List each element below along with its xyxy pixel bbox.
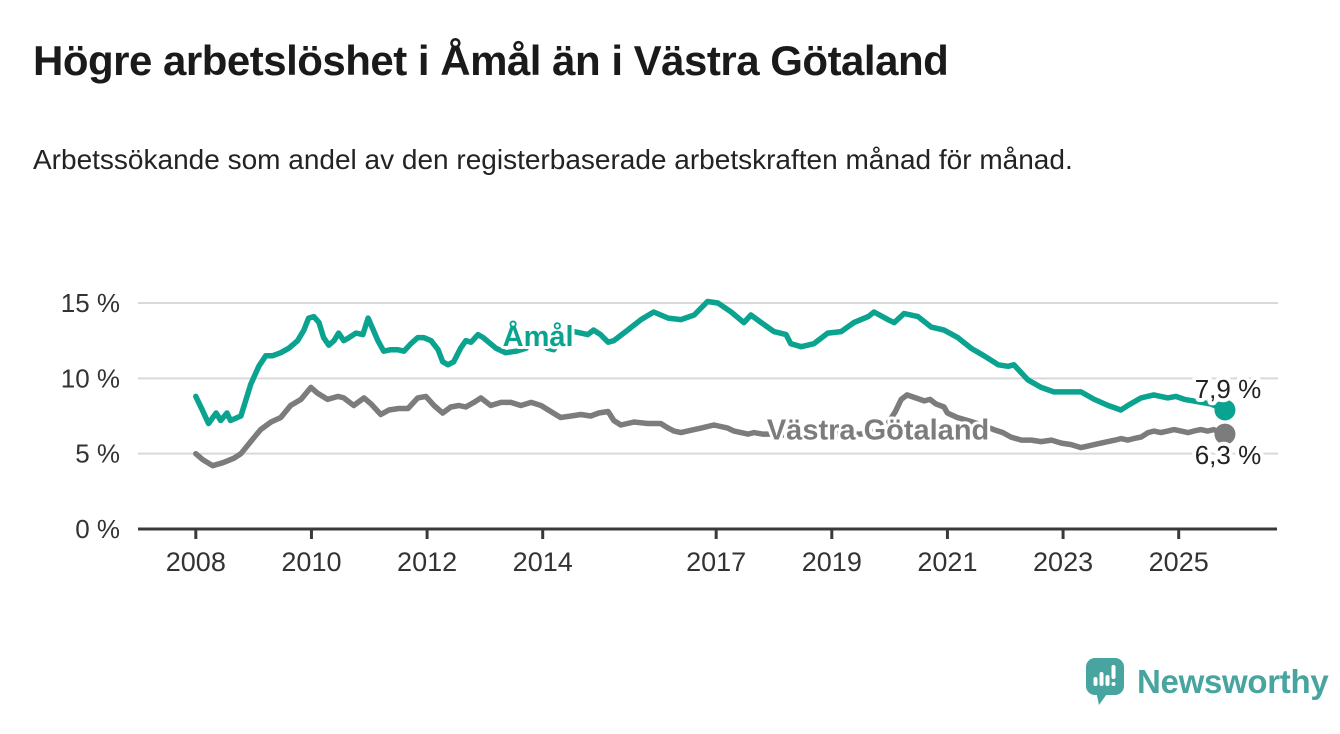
series-end-dot-vastra-gotaland [1214, 423, 1236, 445]
end-value-label-amal: 7,9 % [1195, 374, 1262, 404]
series-line-amal [193, 298, 1228, 427]
x-axis-label-2025: 2025 [1149, 547, 1209, 577]
newsworthy-logo-text: Newsworthy [1137, 663, 1329, 700]
x-axis-label-2010: 2010 [281, 547, 341, 577]
y-axis-label-0: 0 % [75, 514, 120, 544]
x-axis-label-2014: 2014 [513, 547, 573, 577]
series-label-amal: Åmål [503, 320, 574, 353]
x-axis-label-2012: 2012 [397, 547, 457, 577]
y-axis-label-15: 15 % [61, 288, 120, 318]
series-line-vastra-gotaland [193, 384, 1228, 469]
x-axis-label-2021: 2021 [917, 547, 977, 577]
series-label-vastra-gotaland: Västra Götaland [767, 414, 989, 446]
series-end-dot-amal [1214, 399, 1236, 421]
x-axis-label-2023: 2023 [1033, 547, 1093, 577]
x-axis-label-2019: 2019 [802, 547, 862, 577]
x-axis-label-2008: 2008 [166, 547, 226, 577]
end-value-label-vastra-gotaland: 6,3 % [1195, 440, 1262, 470]
y-axis-label-5: 5 % [75, 439, 120, 469]
newsworthy-logo: Newsworthy [1086, 658, 1329, 708]
y-axis-label-10: 10 % [61, 363, 120, 393]
newsworthy-bubble-chart-icon [1086, 658, 1124, 705]
x-axis-label-2017: 2017 [686, 547, 746, 577]
chart-title: Högre arbetslöshet i Åmål än i Västra Gö… [33, 37, 949, 84]
chart-subtitle: Arbetssökande som andel av den registerb… [33, 144, 1073, 175]
